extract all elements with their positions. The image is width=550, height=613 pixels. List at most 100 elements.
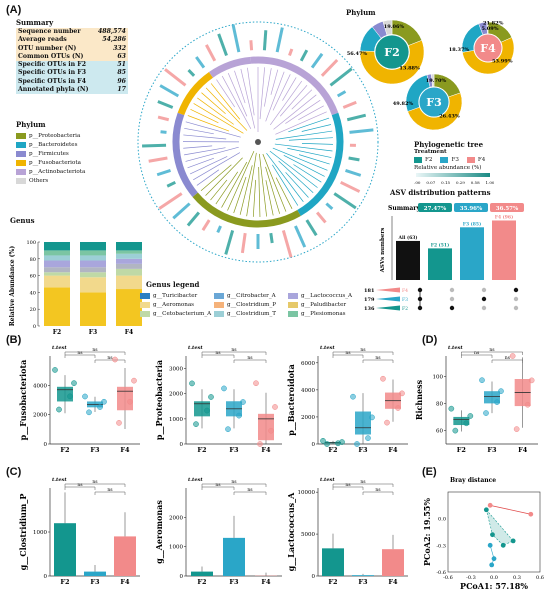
phylum-legend-item: p__Proteobacteria [16, 131, 126, 140]
significance-bracket [64, 351, 126, 355]
asv-summary-bar [490, 203, 524, 212]
asv-panel: ASV distribution patterns Summary 27.47% 3… [362, 188, 546, 318]
data-point [71, 380, 77, 386]
significance-label: ns [375, 488, 381, 493]
tree-abundance-bar [269, 232, 274, 244]
legend-label: g__Cetobacterium_A [153, 310, 212, 317]
asv-summary-bar [454, 203, 488, 212]
y-axis-label: g__Clostridium_P [18, 494, 28, 571]
tree-abundance-bar [349, 128, 374, 134]
tree-abundance-bar [294, 225, 307, 248]
donut-pct: 5.09% [482, 26, 499, 32]
asv-summary-pct: 36.57% [496, 206, 519, 212]
phylum-legend-item: p__Bacteroidetes [16, 140, 126, 149]
tree-branch [301, 143, 333, 145]
data-point [350, 393, 356, 400]
y-axis-label: g__Aeromonas [154, 500, 164, 564]
phylum-legend-item: Others [16, 176, 126, 185]
tree-branch [252, 179, 256, 217]
tree-phylum-ring [208, 56, 252, 78]
data-point [494, 399, 500, 405]
box [453, 416, 470, 426]
genus-stack-segment [80, 250, 106, 256]
tree-abundance-bar [187, 69, 196, 77]
significance-bracket [461, 351, 523, 355]
donut-center [474, 34, 502, 62]
tree-branch [291, 89, 313, 110]
tree-abundance-bar [156, 169, 171, 177]
genus-xtick: F2 [53, 329, 61, 336]
bar [191, 571, 213, 576]
tree-abundance-bar [142, 143, 167, 148]
y-tick-label: 2000 [169, 515, 183, 521]
data-point [208, 394, 214, 400]
tree-branch [189, 156, 228, 175]
x-tick-label: F4 [261, 578, 271, 586]
tree-branch [200, 164, 232, 191]
asv-ylabel: ASVs numbers [380, 228, 386, 274]
genus-stack-segment [44, 267, 70, 273]
tree-abundance-bar [348, 156, 360, 162]
summary-row-value: 17 [117, 86, 126, 94]
genus-stack-segment [44, 275, 70, 288]
legend-label: g__Aeromonas [153, 301, 195, 308]
genus-legend-item: g__Clostridium_T [214, 309, 288, 318]
tree-abundance-bar [329, 67, 353, 87]
genus-stack-segment [80, 242, 106, 251]
treatment-label: Treatment [414, 149, 447, 155]
y-tick-label: 1000 [169, 417, 183, 423]
x-tick-label: F2 [328, 446, 337, 454]
data-point [272, 404, 278, 410]
summary-rows: Sequence number 488,574 Average reads 54,28… [16, 28, 128, 95]
x-tick-label: F2 [197, 578, 206, 586]
pcoa-title: Bray distance [450, 477, 496, 484]
pcoa-hull-f4 [490, 504, 531, 515]
legend-label: g__Plesiomonas [301, 310, 346, 317]
test-label: t.test [448, 345, 463, 351]
tree-branch [279, 84, 308, 117]
asv-set-dot [513, 296, 519, 302]
phylum-legend: Phylum p__Proteobacteria p__Bacteroidetes… [16, 120, 126, 185]
y-tick-label: 0 [312, 574, 316, 580]
test-label: t.test [188, 477, 203, 483]
y-tick-label: 0 [180, 574, 184, 580]
asv-bar-label: F2 (51) [431, 241, 449, 248]
summary-row-label: OTU number (N) [18, 44, 77, 52]
rel-abund-scale [416, 173, 490, 177]
significance-label: ns [215, 483, 221, 488]
summary-row-label: Annotated phyla (N) [18, 86, 89, 94]
data-point [127, 398, 133, 405]
genus-stack-segment [44, 242, 70, 251]
significance-bracket [201, 351, 267, 355]
data-point [384, 419, 390, 426]
tree-branch [272, 147, 328, 171]
significance-label: ns [474, 351, 480, 356]
legend-label: g__Turicibacter [153, 292, 198, 299]
bar [114, 536, 136, 576]
x-tick-label: F4 [120, 446, 130, 454]
pcoa-xtick: -0.3 [466, 575, 476, 581]
data-point [467, 413, 474, 419]
significance-label: ns [77, 483, 83, 488]
pcoa-xlabel: PCoA1: 57.18% [460, 581, 528, 591]
legend-label: g__Lactococcus_A [301, 292, 353, 299]
phylum-legend-item: p__Actinobacteriota [16, 167, 126, 176]
x-tick-label: F2 [328, 578, 337, 586]
data-point [189, 380, 195, 387]
test-label: t.test [52, 345, 67, 351]
tree-branch [215, 171, 239, 205]
data-point [116, 420, 122, 426]
tree-branch [193, 103, 244, 134]
box [355, 411, 371, 435]
genus-ytick: 60 [30, 274, 36, 280]
tree-abundance-bar [217, 33, 228, 57]
tree-abundance-bar [216, 225, 222, 234]
asv-bar [492, 220, 516, 280]
donut-slice [462, 37, 515, 75]
significance-bracket [332, 486, 364, 490]
genus-stack-segment [80, 292, 106, 326]
legend-label: p__Proteobacteria [29, 132, 81, 139]
donut-slice [382, 19, 393, 36]
summary-row-value: 332 [113, 44, 126, 52]
